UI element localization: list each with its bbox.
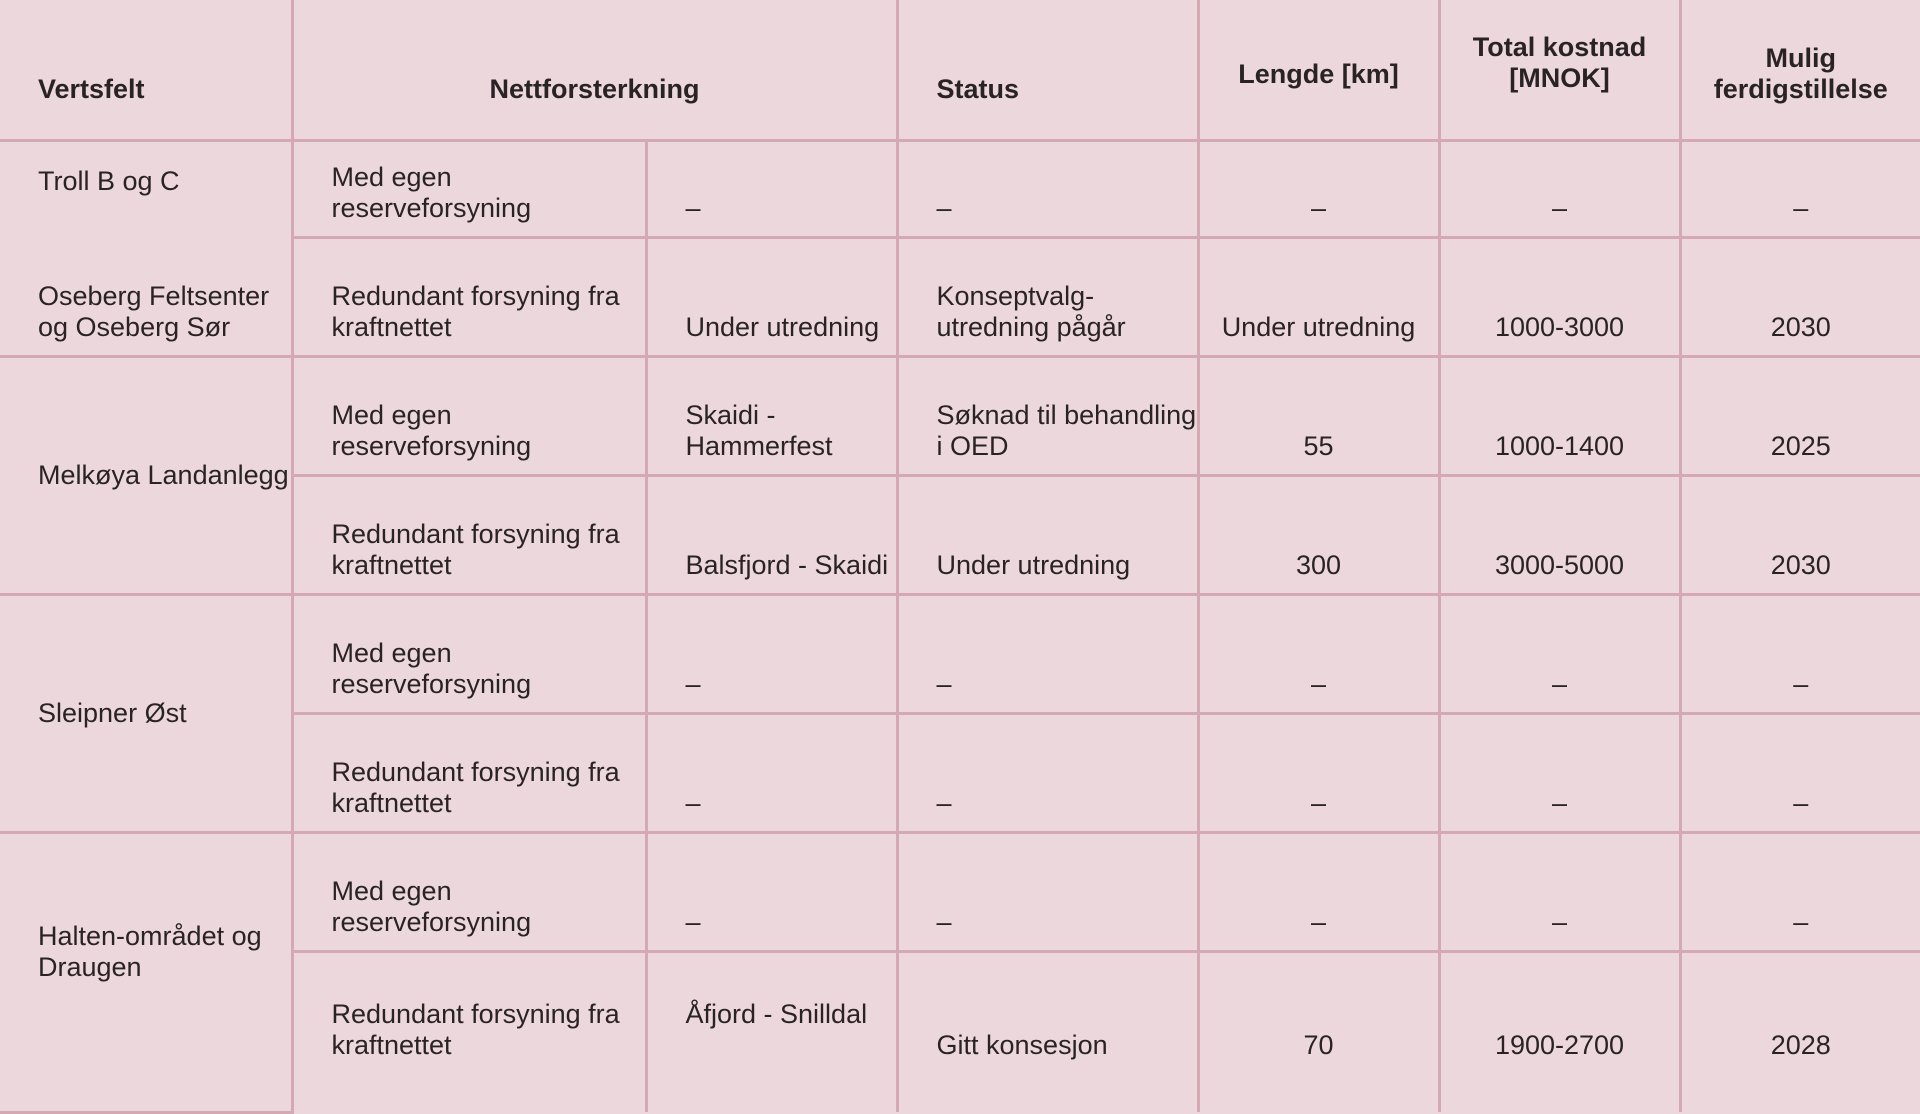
cell-lengde: – xyxy=(1196,592,1441,715)
cell-strekning: – xyxy=(644,138,899,239)
table-row: Redundant forsyning fra kraftnettet Bals… xyxy=(0,473,1920,596)
cell-ferdig: – xyxy=(1678,711,1920,834)
cell-ferdig: – xyxy=(1678,138,1920,239)
cell-status: – xyxy=(895,711,1200,834)
cell-vertsfelt: Oseberg Feltsenter og Oseberg Sør xyxy=(0,237,294,358)
header-lengde: Lengde [km] xyxy=(1196,0,1441,142)
table-row: Sleipner Øst Med egen reserveforsyning –… xyxy=(0,592,1920,834)
cell-kostnad: 1000-3000 xyxy=(1437,235,1682,358)
cell-ferdig: 2025 xyxy=(1678,354,1920,477)
cell-lengde: 55 xyxy=(1196,354,1441,477)
cell-kostnad: – xyxy=(1437,592,1682,715)
cell-type: Med egen reserveforsyning xyxy=(290,830,648,953)
cell-strekning: Balsfjord - Skaidi xyxy=(644,473,899,596)
cell-strekning: – xyxy=(644,592,899,715)
cell-status: – xyxy=(895,138,1200,239)
header-kostnad: Total kostnad [MNOK] xyxy=(1437,0,1682,142)
cell-lengde: – xyxy=(1196,138,1441,239)
cell-type: Redundant forsyning fra kraftnettet xyxy=(292,473,648,596)
cell-lengde: 70 xyxy=(1196,949,1441,1112)
cell-strekning: Under utredning xyxy=(644,235,899,358)
cell-type: Redundant forsyning fra kraftnettet xyxy=(290,235,648,358)
cell-vertsfelt: Troll B og C xyxy=(0,138,294,237)
cell-status: Søknad til behandling i OED xyxy=(895,354,1200,477)
cell-type: Med egen reserveforsyning xyxy=(290,354,648,477)
cell-vertsfelt: Sleipner Øst xyxy=(0,592,294,834)
header-ferdig: Mulig ferdigstillelse xyxy=(1678,0,1920,142)
header-status: Status xyxy=(895,0,1200,142)
cell-type: Redundant forsyning fra kraftnettet xyxy=(292,949,648,1112)
table-row: Troll B og C Med egen reserveforsyning –… xyxy=(0,138,1920,239)
cell-vertsfelt: Halten-området og Draugen xyxy=(0,830,294,1114)
header-row: Vertsfelt Nettforsterkning Status Lengde… xyxy=(0,0,1920,142)
cell-kostnad: 3000-5000 xyxy=(1437,473,1682,596)
cell-ferdig: – xyxy=(1678,592,1920,715)
cell-strekning: – xyxy=(644,711,899,834)
cell-status: – xyxy=(895,592,1200,715)
cell-lengde: Under utredning xyxy=(1196,235,1441,358)
table-row: Redundant forsyning fra kraftnettet Åfjo… xyxy=(0,949,1920,1112)
cell-kostnad: 1000-1400 xyxy=(1437,354,1682,477)
cell-lengde: – xyxy=(1196,711,1441,834)
cell-status: Konseptvalg-utredning pågår xyxy=(895,235,1200,358)
cell-ferdig: 2028 xyxy=(1678,949,1920,1112)
header-vertsfelt: Vertsfelt xyxy=(0,0,294,142)
cell-strekning: – xyxy=(644,830,899,953)
cell-status: Gitt konsesjon xyxy=(895,949,1200,1112)
table-row: Halten-området og Draugen Med egen reser… xyxy=(0,830,1920,1114)
table-row: Redundant forsyning fra kraftnettet – – … xyxy=(0,711,1920,834)
cell-status: Under utredning xyxy=(895,473,1200,596)
cell-type: Med egen reserveforsyning xyxy=(290,138,648,239)
table-row: Melkøya Landanlegg Med egen reserveforsy… xyxy=(0,354,1920,596)
cell-kostnad: – xyxy=(1437,138,1682,239)
cell-kostnad: – xyxy=(1437,711,1682,834)
cell-kostnad: 1900-2700 xyxy=(1437,949,1682,1112)
cell-type: Redundant forsyning fra kraftnettet xyxy=(292,711,648,834)
cell-kostnad: – xyxy=(1437,830,1682,953)
cell-ferdig: – xyxy=(1678,830,1920,953)
table-row: Oseberg Feltsenter og Oseberg Sør Redund… xyxy=(0,235,1920,358)
cell-strekning: Skaidi - Hammerfest xyxy=(644,354,899,477)
header-nettforsterkning: Nettforsterkning xyxy=(290,0,899,142)
cell-lengde: 300 xyxy=(1196,473,1441,596)
cell-ferdig: 2030 xyxy=(1678,235,1920,358)
cell-strekning: Åfjord - Snilldal xyxy=(644,949,899,1112)
cell-vertsfelt: Melkøya Landanlegg xyxy=(0,354,294,596)
cell-lengde: – xyxy=(1196,830,1441,953)
cell-status: – xyxy=(895,830,1200,953)
cell-ferdig: 2030 xyxy=(1678,473,1920,596)
cell-type: Med egen reserveforsyning xyxy=(290,592,648,715)
